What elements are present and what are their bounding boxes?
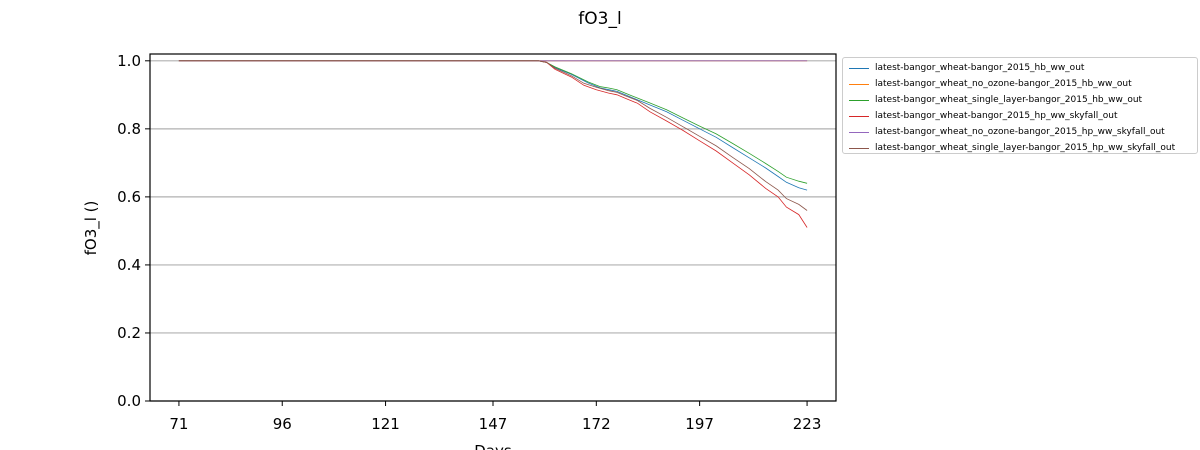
legend-swatch	[849, 147, 869, 149]
legend-item-1: latest-bangor_wheat-bangor_2015_hb_ww_ou…	[849, 61, 1084, 75]
x-tick-label: 121	[371, 415, 400, 433]
legend-label: latest-bangor_wheat_no_ozone-bangor_2015…	[875, 79, 1132, 89]
x-tick-label: 96	[273, 415, 292, 433]
x-tick-label: 197	[685, 415, 714, 433]
y-tick-label: 0.6	[117, 188, 141, 206]
legend-swatch	[849, 83, 869, 85]
y-tick-label: 1.0	[117, 52, 141, 70]
series-lines	[178, 60, 808, 228]
series-line-3	[178, 60, 808, 184]
x-tick-label: 71	[169, 415, 188, 433]
legend-label: latest-bangor_wheat_single_layer-bangor_…	[875, 95, 1143, 105]
y-axis-ticks: 0.0 0.2 0.4 0.6 0.8 1.0	[117, 52, 150, 410]
legend: latest-bangor_wheat-bangor_2015_hb_ww_ou…	[842, 57, 1198, 154]
legend-label: latest-bangor_wheat-bangor_2015_hb_ww_ou…	[875, 63, 1085, 73]
series-line-4	[178, 60, 808, 228]
chart-title: fO3_l	[578, 9, 621, 29]
series-line-1	[178, 60, 808, 191]
grid-lines	[150, 60, 836, 402]
legend-swatch	[849, 115, 869, 117]
x-tick-label: 172	[582, 415, 611, 433]
legend-label: latest-bangor_wheat-bangor_2015_hp_ww_sk…	[875, 111, 1118, 121]
series-line-6	[178, 60, 808, 211]
y-tick-label: 0.2	[117, 324, 141, 342]
plot-frame	[149, 53, 837, 402]
x-tick-label: 147	[479, 415, 508, 433]
x-axis-ticks: 71 96 121 147 172 197 223	[169, 401, 821, 433]
legend-item-5: latest-bangor_wheat_no_ozone-bangor_2015…	[849, 125, 1165, 139]
y-axis-label: fO3_l ()	[82, 201, 101, 256]
legend-item-4: latest-bangor_wheat-bangor_2015_hp_ww_sk…	[849, 109, 1118, 123]
y-tick-label: 0.0	[117, 392, 141, 410]
x-tick-label: 223	[793, 415, 822, 433]
legend-swatch	[849, 131, 869, 133]
y-tick-label: 0.4	[117, 256, 141, 274]
legend-item-6: latest-bangor_wheat_single_layer-bangor_…	[849, 141, 1175, 155]
legend-swatch	[849, 67, 869, 69]
legend-item-2: latest-bangor_wheat_no_ozone-bangor_2015…	[849, 77, 1132, 91]
legend-label: latest-bangor_wheat_no_ozone-bangor_2015…	[875, 127, 1165, 137]
legend-item-3: latest-bangor_wheat_single_layer-bangor_…	[849, 93, 1142, 107]
legend-label: latest-bangor_wheat_single_layer-bangor_…	[875, 143, 1176, 153]
x-axis-label: Days	[474, 442, 512, 450]
y-tick-label: 0.8	[117, 120, 141, 138]
legend-swatch	[849, 99, 869, 101]
